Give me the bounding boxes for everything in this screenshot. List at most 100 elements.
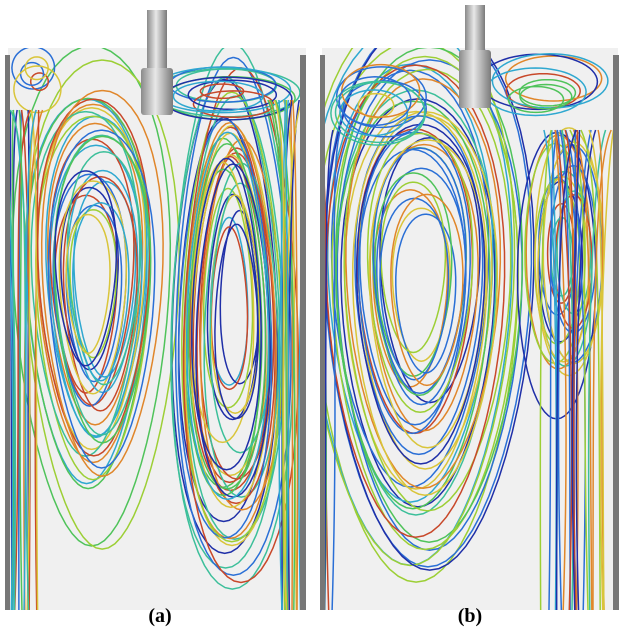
- streamline: [192, 90, 275, 119]
- streamline: [571, 129, 581, 610]
- wall: [613, 55, 619, 610]
- streamline: [187, 142, 267, 490]
- streamline: [11, 48, 56, 90]
- streamline: [8, 203, 14, 610]
- streamline: [343, 110, 488, 490]
- streamline: [592, 129, 612, 610]
- streamline: [273, 99, 288, 610]
- streamline: [168, 66, 277, 103]
- streamline: [564, 129, 586, 610]
- streamline: [214, 223, 259, 420]
- streamline: [537, 176, 590, 363]
- streamlines-a: [8, 48, 306, 610]
- streamline: [326, 63, 494, 503]
- streamline: [372, 147, 467, 394]
- streamline: [72, 202, 130, 382]
- streamline: [580, 129, 601, 610]
- streamline: [323, 48, 533, 568]
- streamline: [66, 150, 142, 386]
- streamline: [331, 129, 342, 610]
- streamline: [53, 135, 152, 444]
- streamline: [170, 76, 281, 569]
- streamline: [324, 48, 535, 571]
- streamline: [391, 207, 451, 362]
- streamline: [343, 68, 512, 512]
- streamline: [345, 78, 502, 489]
- streamline: [355, 123, 486, 465]
- streamline: [504, 55, 603, 102]
- streamline: [199, 83, 245, 100]
- streamline: [335, 100, 491, 510]
- streamline: [210, 226, 249, 391]
- streamline: [177, 118, 273, 539]
- streamline: [54, 170, 118, 367]
- impeller: [141, 68, 173, 115]
- streamline: [40, 89, 164, 477]
- streamline: [357, 148, 467, 435]
- streamline: [572, 129, 593, 610]
- streamline: [342, 80, 427, 138]
- streamline: [322, 48, 516, 567]
- streamline: [13, 65, 62, 114]
- streamline: [323, 129, 334, 610]
- streamline: [23, 109, 37, 610]
- streamline: [47, 129, 156, 469]
- streamline: [269, 99, 289, 610]
- streamline: [285, 99, 290, 610]
- streamline: [380, 181, 447, 354]
- streamline: [274, 99, 296, 610]
- streamline: [537, 176, 578, 316]
- streamline: [172, 80, 264, 112]
- streamline: [351, 111, 499, 496]
- streamline: [46, 122, 144, 426]
- streamline: [190, 161, 255, 444]
- streamline: [330, 80, 426, 146]
- streamline: [539, 129, 552, 610]
- streamline: [181, 91, 283, 543]
- streamline: [9, 109, 30, 610]
- streamline: [366, 132, 474, 414]
- streamlines-b: [322, 48, 615, 610]
- streamline: [30, 109, 39, 610]
- streamline: [69, 208, 118, 359]
- streamline: [24, 56, 49, 81]
- streamline: [187, 79, 278, 111]
- streamline: [325, 64, 506, 538]
- streamline: [519, 83, 573, 110]
- streamline: [291, 99, 299, 610]
- panel-label: (b): [458, 605, 482, 627]
- streamline: [203, 162, 280, 498]
- wall: [5, 55, 10, 610]
- streamline: [575, 129, 597, 610]
- streamline: [191, 157, 262, 471]
- streamline: [555, 129, 577, 610]
- streamline: [379, 197, 450, 381]
- streamline: [19, 61, 45, 86]
- streamline: [18, 109, 23, 610]
- streamline: [554, 129, 567, 610]
- wall: [320, 55, 325, 610]
- streamline: [390, 193, 464, 387]
- streamline: [599, 129, 615, 610]
- streamline: [20, 109, 31, 610]
- streamline: [182, 121, 277, 540]
- streamline: [65, 213, 111, 355]
- streamline: [29, 72, 49, 92]
- panel-label: (a): [148, 605, 171, 627]
- streamline: [335, 66, 427, 129]
- streamline: [341, 63, 421, 118]
- streamline: [336, 59, 523, 551]
- streamline: [588, 129, 605, 610]
- streamline: [62, 175, 138, 412]
- streamline: [338, 76, 412, 126]
- streamline: [334, 48, 524, 543]
- streamline: [66, 169, 139, 394]
- streamline: [357, 114, 493, 470]
- streamline: [507, 85, 565, 114]
- streamline: [8, 162, 17, 610]
- streamline: [174, 56, 292, 576]
- streamline: [548, 129, 559, 610]
- streamline: [573, 129, 579, 610]
- shaft: [465, 5, 485, 55]
